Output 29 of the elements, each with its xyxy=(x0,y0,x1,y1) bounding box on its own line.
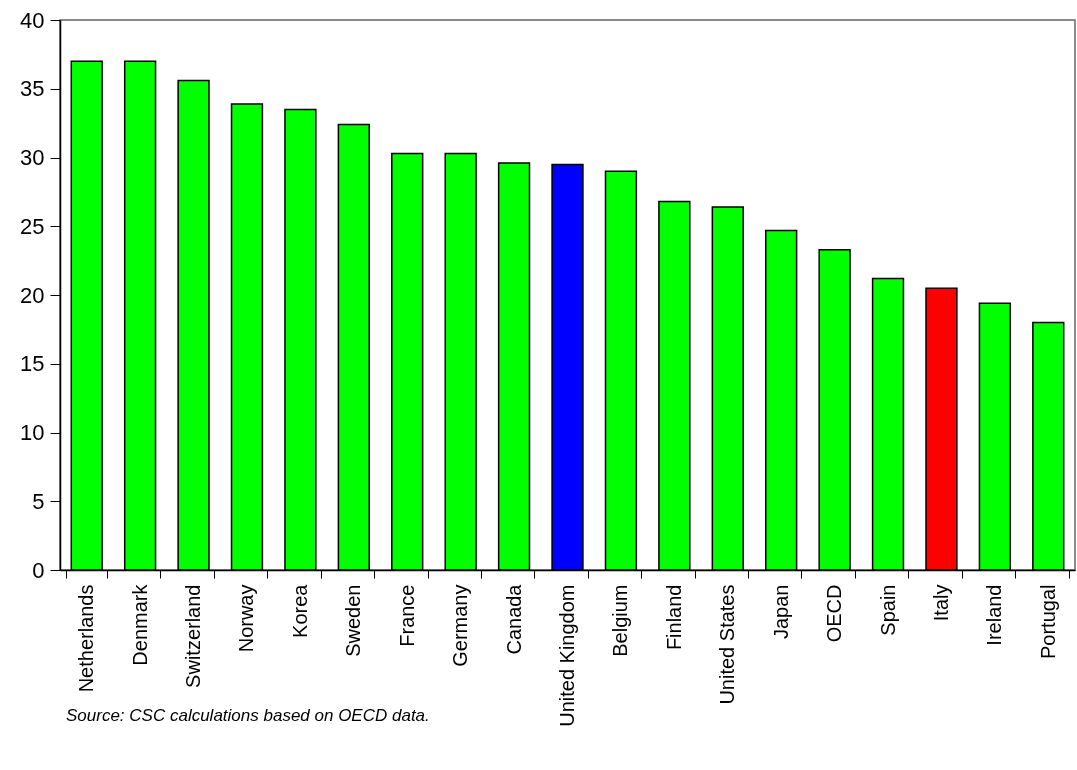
x-tick-label: Ireland xyxy=(983,584,1006,646)
x-tick-label: Norway xyxy=(235,584,258,653)
x-tick-label: Switzerland xyxy=(182,584,205,688)
x-tick-label: Netherlands xyxy=(75,584,98,693)
y-tick-label: 30 xyxy=(20,145,45,170)
y-tick-label: 0 xyxy=(32,557,45,583)
x-tick-label: Belgium xyxy=(609,584,632,657)
y-tick-label: 35 xyxy=(20,76,45,102)
x-tick-label: Korea xyxy=(288,583,311,638)
x-tick-label: United States xyxy=(716,584,739,705)
x-tick-label: Japan xyxy=(769,584,792,639)
x-tick-label: Portugal xyxy=(1036,584,1059,659)
x-tick-label: Denmark xyxy=(128,583,151,666)
y-tick-label: 15 xyxy=(20,351,45,377)
source-note: Source: CSC calculations based on OECD data. xyxy=(66,706,430,726)
y-tick-label: 5 xyxy=(32,488,45,514)
x-tick-label: Germany xyxy=(449,584,472,667)
y-tick-label: 20 xyxy=(20,282,45,308)
x-tick-label: Sweden xyxy=(342,584,365,657)
y-tick-label: 40 xyxy=(20,7,45,33)
x-tick-label: United Kingdom xyxy=(556,584,578,727)
x-tick-label: Finland xyxy=(662,584,685,651)
x-tick-label: Canada xyxy=(502,583,525,655)
y-tick-label: 25 xyxy=(20,213,45,239)
x-tick-label: Italy xyxy=(929,584,952,622)
x-tick-label: OECD xyxy=(823,584,846,643)
y-tick-label: 10 xyxy=(20,420,45,445)
x-tick-label: Spain xyxy=(876,584,899,636)
x-tick-label: France xyxy=(395,584,418,647)
